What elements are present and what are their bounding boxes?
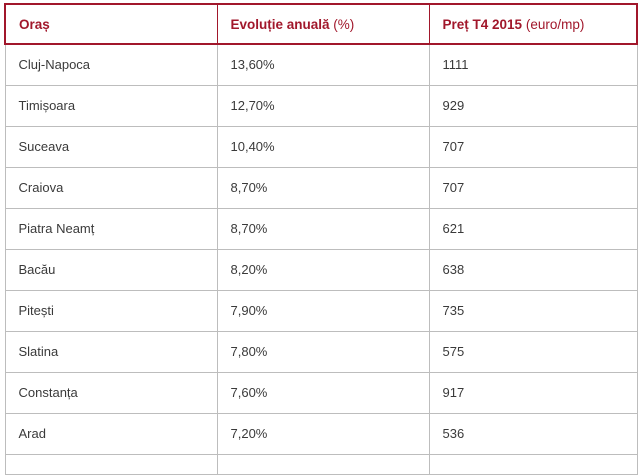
cell-city: Craiova [4,167,218,209]
cell-growth: 7,60% [217,372,430,414]
cell-growth: 10,40% [217,126,430,168]
cell-price: 638 [429,249,638,291]
table-row: Slatina 7,80% 575 [4,331,638,373]
cell-price: 575 [429,331,638,373]
cell-price: 929 [429,85,638,127]
cell-city: Arad [4,413,218,455]
table-row: Arad 7,20% 536 [4,413,638,455]
cell-empty [429,454,638,475]
table-row: Suceava 10,40% 707 [4,126,638,168]
cell-city: Timișoara [4,85,218,127]
table-body: Cluj-Napoca 13,60% 1111 Timișoara 12,70%… [4,44,638,475]
header-price-label: Preț T4 2015 [442,16,523,32]
header-growth: Evoluție anuală (%) [217,3,430,45]
cell-growth: 7,90% [217,290,430,332]
cell-growth: 7,20% [217,413,430,455]
cell-price: 621 [429,208,638,250]
table-row-cutoff [4,454,638,475]
table-row: Bacău 8,20% 638 [4,249,638,291]
header-price: Preț T4 2015 (euro/mp) [429,3,638,45]
table-row: Timișoara 12,70% 929 [4,85,638,127]
header-city: Oraș [4,3,218,45]
cell-city: Cluj-Napoca [4,44,218,86]
table-header: Oraș Evoluție anuală (%) Preț T4 2015 (e… [4,3,638,45]
header-row: Oraș Evoluție anuală (%) Preț T4 2015 (e… [4,3,638,45]
table-row: Cluj-Napoca 13,60% 1111 [4,44,638,86]
cell-price: 735 [429,290,638,332]
cell-growth: 8,70% [217,167,430,209]
cell-price: 707 [429,167,638,209]
header-city-label: Oraș [19,16,50,32]
table-row: Piatra Neamț 8,70% 621 [4,208,638,250]
city-price-table: Oraș Evoluție anuală (%) Preț T4 2015 (e… [4,3,638,475]
header-growth-label: Evoluție anuală [230,16,330,32]
cell-city: Piatra Neamț [4,208,218,250]
cell-growth: 7,80% [217,331,430,373]
cell-city: Slatina [4,331,218,373]
cell-empty [4,454,218,475]
cell-growth: 8,20% [217,249,430,291]
cell-price: 707 [429,126,638,168]
header-growth-unit: (%) [333,16,355,32]
cell-growth: 8,70% [217,208,430,250]
cell-price: 917 [429,372,638,414]
cell-empty [217,454,430,475]
cell-city: Bacău [4,249,218,291]
cell-price: 1111 [429,44,638,86]
cell-growth: 13,60% [217,44,430,86]
cell-price: 536 [429,413,638,455]
table-row: Constanța 7,60% 917 [4,372,638,414]
header-price-unit: (euro/mp) [525,16,585,32]
cell-city: Suceava [4,126,218,168]
page: Oraș Evoluție anuală (%) Preț T4 2015 (e… [4,3,638,475]
cell-city: Constanța [4,372,218,414]
cell-growth: 12,70% [217,85,430,127]
table-row: Pitești 7,90% 735 [4,290,638,332]
cell-city: Pitești [4,290,218,332]
table-row: Craiova 8,70% 707 [4,167,638,209]
